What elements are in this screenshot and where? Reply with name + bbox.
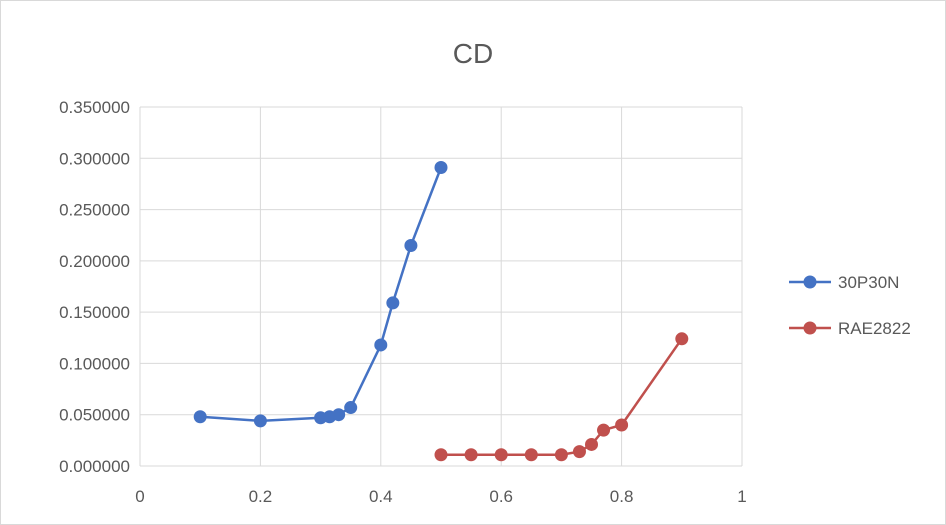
data-point bbox=[344, 401, 358, 415]
data-point bbox=[494, 448, 508, 462]
data-point bbox=[554, 448, 568, 462]
data-point bbox=[524, 448, 538, 462]
legend-item-2: RAE2822 bbox=[789, 319, 911, 338]
data-point bbox=[253, 414, 267, 428]
data-point bbox=[434, 161, 448, 175]
data-point bbox=[572, 445, 586, 459]
y-tick-label: 0.250000 bbox=[59, 201, 130, 220]
series-layer bbox=[193, 161, 689, 462]
series-line bbox=[200, 167, 443, 423]
data-point bbox=[597, 423, 611, 437]
data-point bbox=[193, 410, 207, 424]
x-tick-label: 0.2 bbox=[249, 487, 273, 506]
x-tick-label: 1 bbox=[737, 487, 746, 506]
data-point bbox=[374, 338, 388, 352]
y-tick-label: 0.350000 bbox=[59, 98, 130, 117]
data-point bbox=[332, 408, 346, 422]
legend-label: RAE2822 bbox=[838, 319, 911, 338]
axis-labels: 0.000000 0.050000 0.100000 0.150000 0.200000… bbox=[59, 98, 747, 506]
chart-title: CD bbox=[453, 38, 493, 69]
legend-item-1: 30P30N bbox=[789, 273, 899, 292]
data-point bbox=[464, 448, 478, 462]
data-point bbox=[386, 296, 400, 310]
legend: 30P30N RAE2822 bbox=[789, 273, 911, 338]
data-point bbox=[434, 448, 448, 462]
y-tick-label: 0.000000 bbox=[59, 457, 130, 476]
legend-marker bbox=[803, 275, 817, 289]
legend-marker bbox=[803, 321, 817, 335]
grid-layer bbox=[139, 106, 743, 467]
x-tick-label: 0.6 bbox=[489, 487, 513, 506]
x-tick-label: 0.4 bbox=[369, 487, 393, 506]
data-point bbox=[675, 332, 689, 346]
y-tick-label: 0.200000 bbox=[59, 252, 130, 271]
data-point bbox=[615, 418, 629, 432]
y-tick-label: 0.050000 bbox=[59, 406, 130, 425]
series-1 bbox=[193, 161, 448, 428]
series-line bbox=[441, 338, 683, 456]
data-point bbox=[585, 437, 598, 451]
x-tick-label: 0.8 bbox=[610, 487, 634, 506]
y-tick-label: 0.100000 bbox=[59, 354, 130, 373]
series-2 bbox=[434, 332, 689, 462]
y-tick-label: 0.150000 bbox=[59, 303, 130, 322]
x-tick-label: 0 bbox=[135, 487, 144, 506]
legend-label: 30P30N bbox=[838, 273, 899, 292]
y-tick-label: 0.300000 bbox=[59, 149, 130, 168]
data-point bbox=[404, 238, 418, 252]
